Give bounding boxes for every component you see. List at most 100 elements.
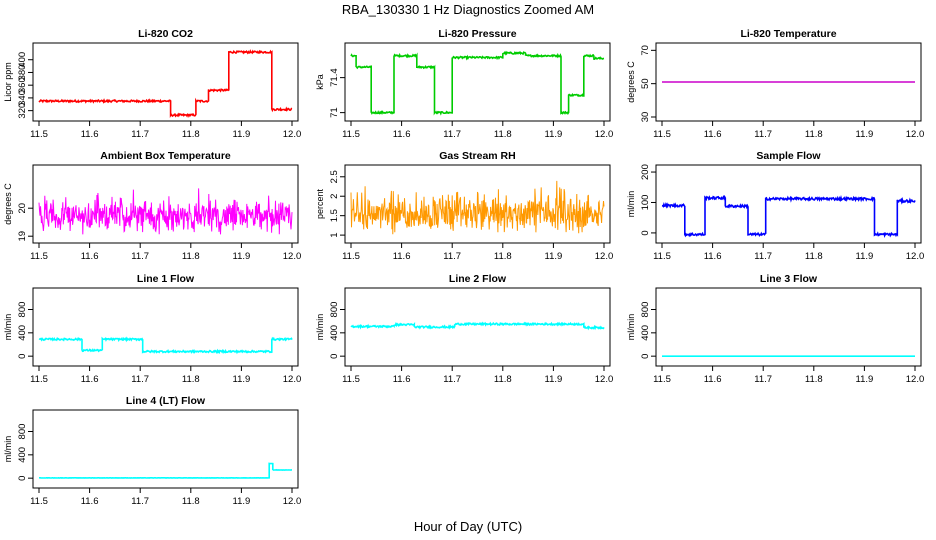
x-tick-label: 12.0 <box>906 251 925 262</box>
x-tick-label: 11.8 <box>494 251 512 262</box>
series-line <box>38 336 293 355</box>
y-tick-label: 200 <box>640 164 651 180</box>
x-tick-label: 12.0 <box>595 374 614 385</box>
y-tick-label: 20 <box>17 203 28 214</box>
panel-title: Li-820 Temperature <box>740 28 836 40</box>
y-axis-label: ml/min <box>626 191 636 218</box>
x-tick-label: 11.5 <box>653 251 671 262</box>
y-tick-label: 1 <box>329 232 340 237</box>
y-tick-label: 800 <box>17 302 28 318</box>
x-tick-label: 11.9 <box>233 374 251 385</box>
x-tick-label: 11.9 <box>233 129 251 140</box>
x-tick-label: 11.9 <box>856 374 874 385</box>
series-line <box>38 49 293 118</box>
x-tick-label: 11.7 <box>754 374 772 385</box>
panel-ambient-box-temperature: Ambient Box Temperature 11.5 11.6 11.7 11.8 1… <box>3 150 301 262</box>
panel-li-820-co2: Li-820 CO2 11.5 11.6 11.7 11.8 11.9 12.0 320340… <box>3 28 301 140</box>
x-tick-label: 11.5 <box>30 251 48 262</box>
y-tick-label: 400 <box>17 447 28 463</box>
x-tick-label: 11.6 <box>704 251 722 262</box>
x-tick-label: 11.7 <box>131 496 149 507</box>
y-tick-label: 0 <box>640 230 651 235</box>
y-axis-label: degrees C <box>626 61 636 103</box>
y-axis-label: degrees C <box>3 183 13 225</box>
panel-title: Gas Stream RH <box>439 150 515 162</box>
x-tick-label: 11.9 <box>233 251 251 262</box>
x-tick-label: 11.7 <box>443 129 461 140</box>
x-tick-label: 12.0 <box>283 496 302 507</box>
y-tick-label: 800 <box>17 424 28 440</box>
series-line <box>350 321 605 331</box>
plot-frame <box>655 287 922 367</box>
x-tick-label: 11.8 <box>182 251 200 262</box>
x-tick-label: 11.5 <box>342 251 360 262</box>
x-tick-label: 11.6 <box>81 129 99 140</box>
y-tick-label: 71.4 <box>329 68 340 87</box>
x-tick-label: 11.6 <box>81 374 99 385</box>
plot-frame <box>344 42 611 122</box>
x-tick-label: 12.0 <box>595 251 614 262</box>
x-tick-label: 12.0 <box>595 129 614 140</box>
panel-title: Sample Flow <box>756 150 821 162</box>
x-tick-label: 11.8 <box>494 374 512 385</box>
panel-line-4-lt-flow: Line 4 (LT) Flow 11.5 11.6 11.7 11.8 11.9 12.0… <box>3 395 301 507</box>
y-tick-label: 400 <box>329 325 340 341</box>
series-line <box>350 180 605 235</box>
x-tick-label: 12.0 <box>906 374 925 385</box>
y-axis-label: ml/min <box>315 314 325 341</box>
panel-line-2-flow: Line 2 Flow 11.5 11.6 11.7 11.8 11.9 12.0 0 400 8… <box>315 273 613 385</box>
y-tick-label: 2.5 <box>329 170 340 183</box>
y-axis-label: kPa <box>315 74 325 90</box>
y-tick-label: 100 <box>640 195 651 211</box>
y-axis-label: percent <box>315 188 325 219</box>
y-tick-label: 30 <box>640 112 651 123</box>
x-tick-label: 11.5 <box>342 129 360 140</box>
x-tick-label: 11.9 <box>545 374 563 385</box>
x-tick-label: 11.9 <box>233 496 251 507</box>
panel-line-3-flow: Line 3 Flow 11.5 11.6 11.7 11.8 11.9 12.0 0 400 8… <box>626 273 924 385</box>
plot-frame <box>655 42 922 122</box>
y-tick-label: 320 <box>17 103 28 119</box>
series-line <box>661 194 916 238</box>
y-axis-label: Licor ppm <box>3 62 13 102</box>
x-tick-label: 11.6 <box>81 496 99 507</box>
figure-xlabel: Hour of Day (UTC) <box>414 519 522 534</box>
panel-line-1-flow: Line 1 Flow 11.5 11.6 11.7 11.8 11.9 12.0 0 400 8… <box>3 273 301 385</box>
panel-sample-flow: Sample Flow 11.5 11.6 11.7 11.8 11.9 12.0 0 100 2… <box>626 150 924 262</box>
x-tick-label: 11.5 <box>30 374 48 385</box>
x-tick-label: 11.6 <box>393 129 411 140</box>
plot-frame <box>655 164 922 244</box>
x-tick-label: 11.8 <box>805 129 823 140</box>
x-tick-label: 11.7 <box>131 251 149 262</box>
x-tick-label: 11.5 <box>30 129 48 140</box>
panel-title: Line 3 Flow <box>760 273 818 285</box>
x-tick-label: 11.5 <box>342 374 360 385</box>
x-tick-label: 11.6 <box>393 251 411 262</box>
panel-li-820-pressure: Li-820 Pressure 11.5 11.6 11.7 11.8 11.9 12.0 7… <box>315 28 613 140</box>
y-tick-label: 0 <box>17 354 28 359</box>
y-tick-label: 340 <box>17 90 28 106</box>
y-tick-label: 70 <box>640 45 651 56</box>
y-tick-label: 400 <box>17 325 28 341</box>
panel-title: Line 1 Flow <box>137 273 195 285</box>
plot-frame <box>32 287 299 367</box>
y-tick-label: 400 <box>17 52 28 68</box>
y-axis-label: ml/min <box>626 314 636 341</box>
panel-title: Ambient Box Temperature <box>100 150 231 162</box>
y-tick-label: 71 <box>329 107 340 118</box>
y-tick-label: 2 <box>329 194 340 199</box>
panel-title: Li-820 CO2 <box>138 28 193 40</box>
series-line <box>350 50 605 116</box>
x-tick-label: 11.6 <box>81 251 99 262</box>
y-axis-label: ml/min <box>3 314 13 341</box>
x-tick-label: 11.8 <box>805 251 823 262</box>
x-tick-label: 11.5 <box>653 129 671 140</box>
panel-grid: Li-820 CO2 11.5 11.6 11.7 11.8 11.9 12.0 320340… <box>3 28 924 507</box>
series-line <box>39 462 292 479</box>
x-tick-label: 12.0 <box>906 129 925 140</box>
y-tick-label: 0 <box>329 354 340 359</box>
x-tick-label: 11.7 <box>443 251 461 262</box>
y-tick-label: 0 <box>17 476 28 481</box>
